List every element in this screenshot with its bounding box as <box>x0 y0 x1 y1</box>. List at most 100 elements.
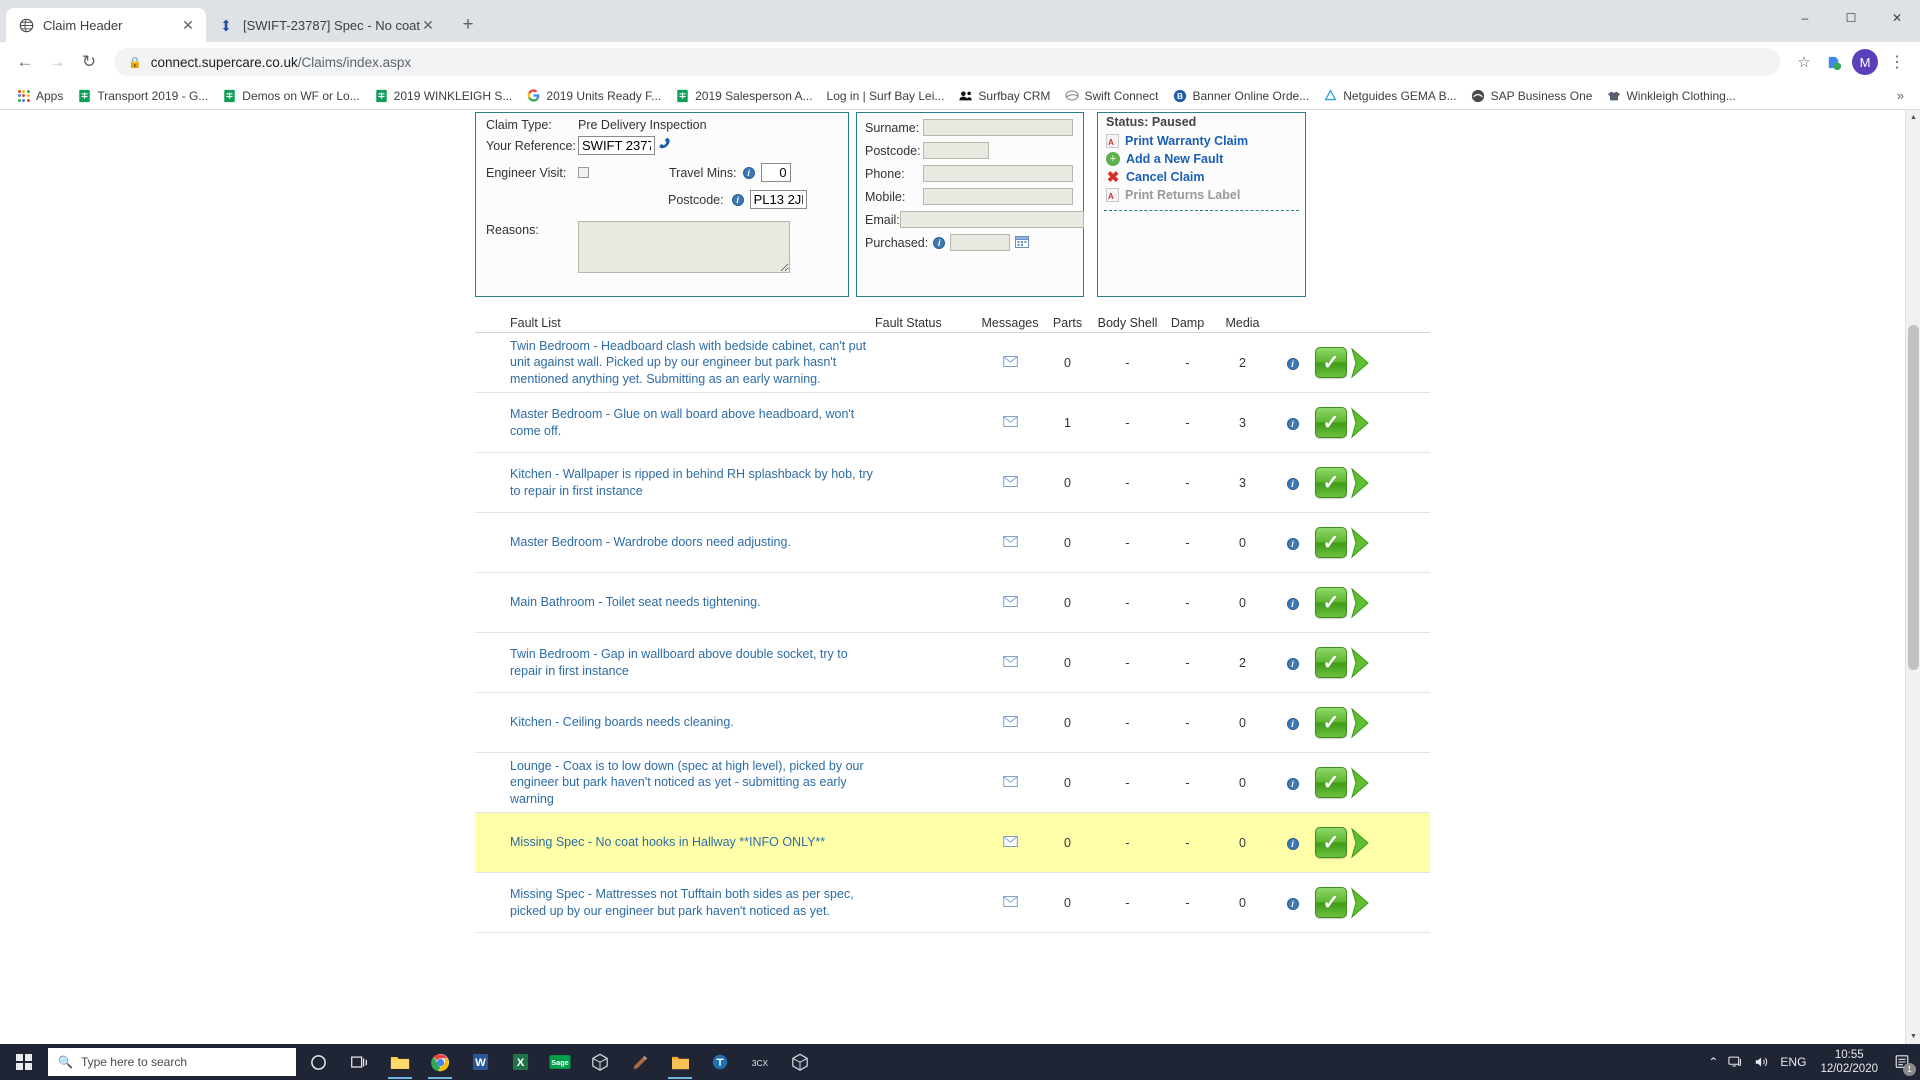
info-icon[interactable]: i <box>1286 538 1299 550</box>
package-icon[interactable] <box>580 1044 620 1080</box>
info-icon[interactable]: i <box>742 166 755 179</box>
approve-fault-button[interactable]: ✓ <box>1315 347 1347 378</box>
envelope-icon[interactable] <box>1002 475 1018 490</box>
fault-description-cell[interactable]: Master Bedroom - Glue on wall board abov… <box>475 406 875 439</box>
chevron-right-icon[interactable] <box>1350 587 1372 619</box>
table-row[interactable]: Twin Bedroom - Headboard clash with beds… <box>475 333 1430 393</box>
fault-description-link[interactable]: Twin Bedroom - Headboard clash with beds… <box>510 339 867 386</box>
approve-fault-button[interactable]: ✓ <box>1315 827 1347 858</box>
bookmark-apps[interactable]: Apps <box>10 85 69 106</box>
word-icon[interactable]: W <box>460 1044 500 1080</box>
claim-postcode-input[interactable] <box>749 190 807 209</box>
mobile-input[interactable] <box>923 188 1073 205</box>
bookmark-banner-online[interactable]: B Banner Online Orde... <box>1166 85 1315 106</box>
page-scrollbar[interactable]: ▲ ▼ <box>1905 110 1920 1044</box>
explorer-folder-icon[interactable] <box>660 1044 700 1080</box>
engineer-visit-checkbox[interactable] <box>578 167 589 178</box>
purchased-input[interactable] <box>950 234 1011 251</box>
approve-fault-button[interactable]: ✓ <box>1315 467 1347 498</box>
row-info-cell[interactable]: i <box>1270 535 1315 550</box>
approve-fault-button[interactable]: ✓ <box>1315 647 1347 678</box>
chevron-right-icon[interactable] <box>1350 407 1372 439</box>
envelope-icon[interactable] <box>1002 355 1018 370</box>
chrome-icon[interactable] <box>420 1044 460 1080</box>
fault-description-cell[interactable]: Twin Bedroom - Headboard clash with beds… <box>475 338 875 387</box>
info-icon[interactable]: i <box>1286 598 1299 610</box>
close-icon[interactable]: ✕ <box>422 16 434 33</box>
bookmark-demos-wf[interactable]: Demos on WF or Lo... <box>216 85 365 106</box>
table-row[interactable]: Main Bathroom - Toilet seat needs tighte… <box>475 573 1430 633</box>
forward-icon[interactable]: → <box>48 52 66 71</box>
bookmark-winkleigh-clothing[interactable]: Winkleigh Clothing... <box>1600 85 1741 106</box>
print-warranty-claim-action[interactable]: Print Warranty Claim <box>1098 132 1305 150</box>
reasons-textarea[interactable] <box>578 221 790 273</box>
fault-description-link[interactable]: Master Bedroom - Wardrobe doors need adj… <box>510 535 791 550</box>
add-new-fault-action[interactable]: + Add a New Fault <box>1098 150 1305 168</box>
phone-input[interactable] <box>923 165 1073 182</box>
cancel-claim-action[interactable]: ✖ Cancel Claim <box>1098 168 1305 186</box>
table-row[interactable]: Master Bedroom - Wardrobe doors need adj… <box>475 513 1430 573</box>
table-row[interactable]: Kitchen - Wallpaper is ripped in behind … <box>475 453 1430 513</box>
envelope-icon[interactable] <box>1002 775 1018 790</box>
table-row[interactable]: Missing Spec - No coat hooks in Hallway … <box>475 813 1430 873</box>
envelope-icon[interactable] <box>1002 595 1018 610</box>
fault-description-link[interactable]: Missing Spec - Mattresses not Tufftain b… <box>510 887 854 918</box>
messages-cell[interactable] <box>980 715 1040 730</box>
row-actions-cell[interactable]: ✓ <box>1315 467 1400 499</box>
envelope-icon[interactable] <box>1002 535 1018 550</box>
info-icon[interactable]: i <box>1286 718 1299 730</box>
envelope-icon[interactable] <box>1002 835 1018 850</box>
row-actions-cell[interactable]: ✓ <box>1315 707 1400 739</box>
info-icon[interactable]: i <box>731 193 744 206</box>
row-actions-cell[interactable]: ✓ <box>1315 887 1400 919</box>
approve-fault-button[interactable]: ✓ <box>1315 527 1347 558</box>
row-actions-cell[interactable]: ✓ <box>1315 647 1400 679</box>
fault-description-cell[interactable]: Lounge - Coax is to low down (spec at hi… <box>475 758 875 807</box>
fault-description-cell[interactable]: Main Bathroom - Toilet seat needs tighte… <box>475 594 875 610</box>
row-info-cell[interactable]: i <box>1270 895 1315 910</box>
cortana-icon[interactable] <box>296 1044 340 1080</box>
chevron-right-icon[interactable] <box>1350 647 1372 679</box>
notifications-icon[interactable]: 1 <box>1892 1050 1916 1076</box>
bookmark-surfbay-crm[interactable]: Surfbay CRM <box>952 85 1056 106</box>
chevron-right-icon[interactable] <box>1350 887 1372 919</box>
row-info-cell[interactable]: i <box>1270 775 1315 790</box>
print-warranty-claim-link[interactable]: Print Warranty Claim <box>1125 134 1249 148</box>
add-new-fault-link[interactable]: Add a New Fault <box>1126 152 1224 166</box>
tab-jira-swift[interactable]: [SWIFT-23787] Spec - No coat ho ✕ <box>206 8 446 42</box>
row-actions-cell[interactable]: ✓ <box>1315 767 1400 799</box>
taskbar-clock[interactable]: 10:55 12/02/2020 <box>1816 1048 1882 1077</box>
surname-input[interactable] <box>923 119 1073 136</box>
row-actions-cell[interactable]: ✓ <box>1315 407 1400 439</box>
back-icon[interactable]: ← <box>16 52 34 71</box>
bookmark-units-ready[interactable]: 2019 Units Ready F... <box>520 85 667 106</box>
calendar-icon[interactable] <box>1015 235 1030 251</box>
fault-description-link[interactable]: Kitchen - Wallpaper is ripped in behind … <box>510 467 873 498</box>
approve-fault-button[interactable]: ✓ <box>1315 767 1347 798</box>
chevron-right-icon[interactable] <box>1350 527 1372 559</box>
bookmark-netguides-gema[interactable]: Netguides GEMA B... <box>1317 85 1462 106</box>
row-info-cell[interactable]: i <box>1270 355 1315 370</box>
table-row[interactable]: Lounge - Coax is to low down (spec at hi… <box>475 753 1430 813</box>
scroll-up-icon[interactable]: ▲ <box>1910 114 1917 121</box>
approve-fault-button[interactable]: ✓ <box>1315 587 1347 618</box>
bookmark-star-icon[interactable]: ☆ <box>1797 54 1811 71</box>
info-icon[interactable]: i <box>1286 898 1299 910</box>
chevron-right-icon[interactable] <box>1350 827 1372 859</box>
customer-postcode-input[interactable] <box>923 142 989 159</box>
bookmark-swift-connect[interactable]: Swift Connect <box>1058 85 1164 106</box>
approve-fault-button[interactable]: ✓ <box>1315 887 1347 918</box>
table-row[interactable]: Missing Spec - Mattresses not Tufftain b… <box>475 873 1430 933</box>
scroll-down-icon[interactable]: ▼ <box>1910 1033 1917 1040</box>
fault-description-cell[interactable]: Kitchen - Ceiling boards needs cleaning. <box>475 714 875 730</box>
messages-cell[interactable] <box>980 355 1040 370</box>
row-info-cell[interactable]: i <box>1270 835 1315 850</box>
envelope-icon[interactable] <box>1002 415 1018 430</box>
fault-description-cell[interactable]: Kitchen - Wallpaper is ripped in behind … <box>475 466 875 499</box>
language-indicator[interactable]: ENG <box>1780 1055 1807 1069</box>
bookmark-surf-bay-login[interactable]: Log in | Surf Bay Lei... <box>821 86 951 106</box>
row-info-cell[interactable]: i <box>1270 715 1315 730</box>
scroll-thumb[interactable] <box>1908 325 1919 670</box>
info-icon[interactable]: i <box>933 236 946 249</box>
cancel-claim-link[interactable]: Cancel Claim <box>1126 170 1205 184</box>
